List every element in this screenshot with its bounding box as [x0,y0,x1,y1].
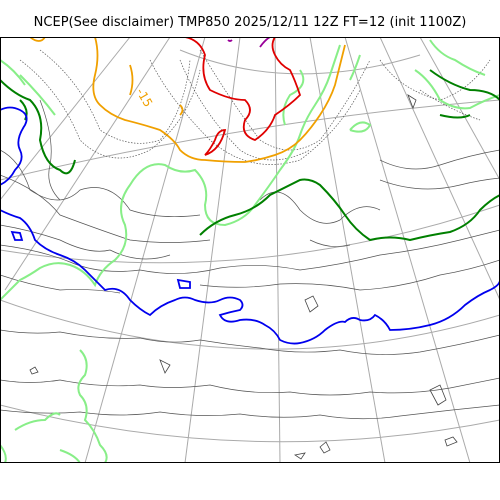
island [319,441,331,454]
small-islands [29,94,458,460]
meridian-lines [0,37,500,463]
meridian-line [184,37,241,463]
meridian-line [379,37,500,301]
island [444,436,458,447]
latitude-line [0,404,500,443]
meridian-line [84,37,206,463]
island [293,452,306,460]
map-title: NCEP(See disclaimer) TMP850 2025/12/11 1… [33,15,467,30]
isotherm-light-green [0,44,372,463]
map-frame [0,37,500,463]
island [407,94,417,110]
isotherm-orange [29,37,346,163]
meridian-line [0,37,131,201]
latitude-lines [0,49,500,443]
island [29,366,39,375]
isotherm-light-green-2 [0,39,500,110]
latitude-line [0,99,500,181]
latitude-line [0,204,500,264]
meridian-line [344,37,471,463]
meridian-line [4,37,171,291]
island [304,295,319,313]
island [429,384,447,406]
meridian-line [274,37,281,463]
isotherm-blue [0,106,500,345]
latitude-line [0,299,500,350]
isotherm-red [184,37,302,156]
island [159,359,171,374]
isotherm-purple [227,37,271,48]
isotherm-dark-green [0,69,500,242]
latitude-line [179,49,421,75]
contour-label: -15 [133,86,155,110]
